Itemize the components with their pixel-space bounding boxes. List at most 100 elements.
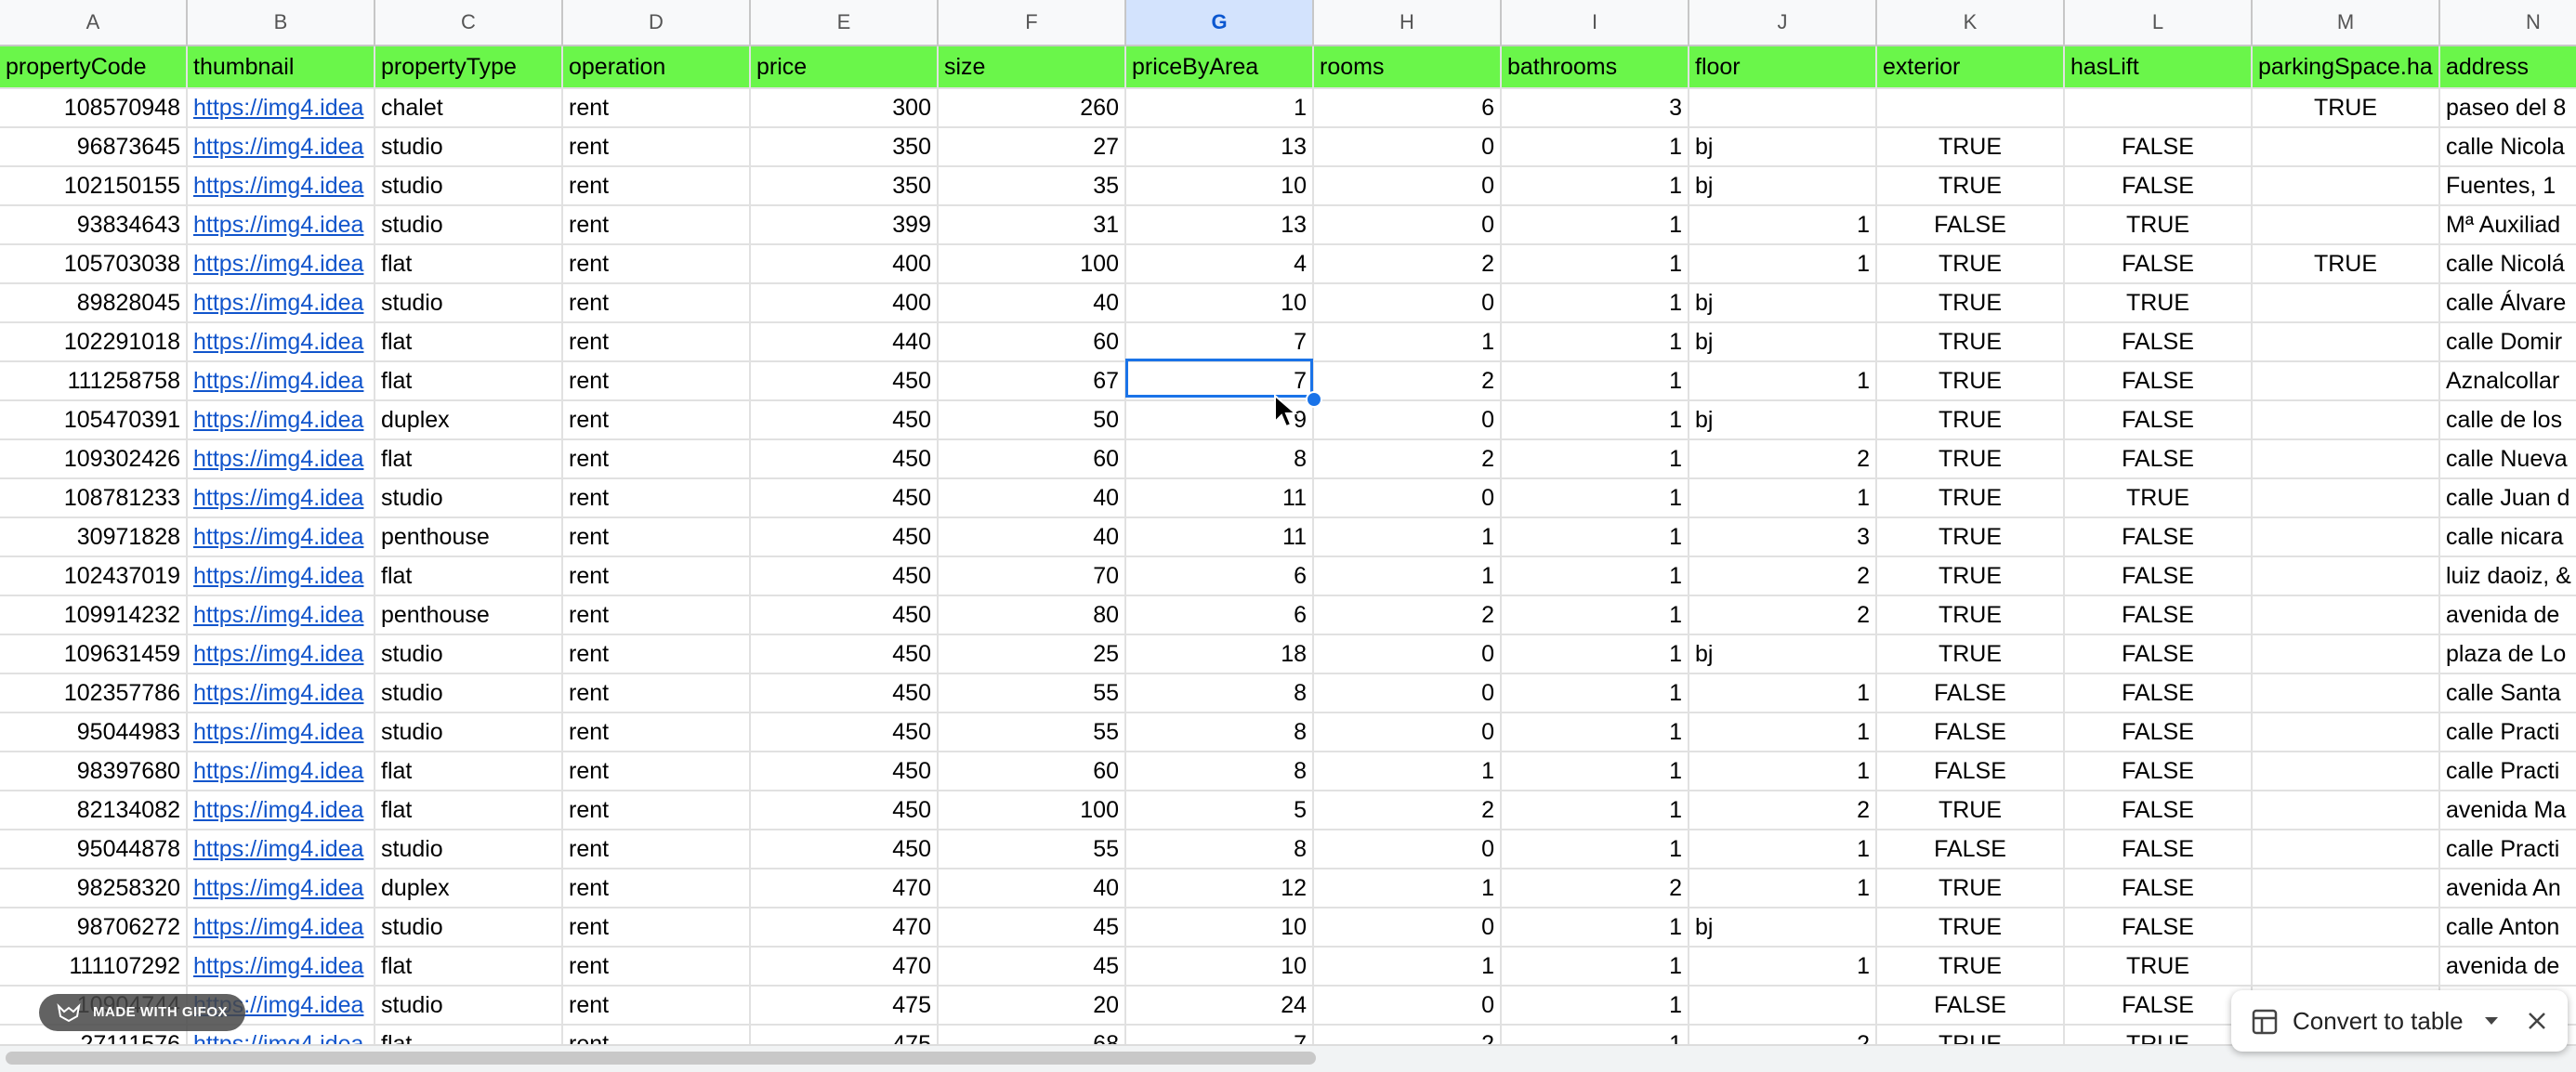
cell[interactable]: 40	[939, 284, 1126, 323]
cell[interactable]: 109914232	[0, 596, 188, 635]
cell[interactable]: 0	[1314, 167, 1502, 206]
cell[interactable]: rent	[563, 323, 751, 362]
cell[interactable]: 6	[1126, 596, 1314, 635]
cell[interactable]: 4	[1126, 245, 1314, 284]
cell[interactable]: 100	[939, 791, 1126, 830]
cell[interactable]: FALSE	[1877, 752, 2065, 791]
cell[interactable]: 45	[939, 909, 1126, 948]
cell[interactable]: 13	[1126, 206, 1314, 245]
cell[interactable]: 40	[939, 518, 1126, 557]
fill-handle[interactable]	[1306, 391, 1322, 408]
cell[interactable]: 68	[939, 1026, 1126, 1044]
cell[interactable]: 1	[1502, 401, 1689, 440]
cell[interactable]: TRUE	[1877, 284, 2065, 323]
cell[interactable]: 0	[1314, 674, 1502, 713]
cell[interactable]	[2253, 362, 2440, 401]
cell[interactable]: 1	[1314, 948, 1502, 987]
cell[interactable]: 27111576	[0, 1026, 188, 1044]
cell[interactable]: 1	[1502, 752, 1689, 791]
link-cell[interactable]: https://img4.idea	[188, 518, 375, 557]
cell[interactable]: chalet	[375, 89, 563, 128]
cell[interactable]: rent	[563, 128, 751, 167]
cell[interactable]: bj	[1689, 401, 1877, 440]
link-cell[interactable]: https://img4.idea	[188, 245, 375, 284]
cell[interactable]: 399	[751, 206, 939, 245]
cell[interactable]: TRUE	[1877, 791, 2065, 830]
cell[interactable]: studio	[375, 674, 563, 713]
cell[interactable]: 55	[939, 674, 1126, 713]
cell[interactable]: 0	[1314, 401, 1502, 440]
cell[interactable]: TRUE	[1877, 323, 2065, 362]
cell[interactable]: rent	[563, 167, 751, 206]
cell[interactable]: flat	[375, 557, 563, 596]
column-letter[interactable]: C	[375, 0, 563, 46]
cell[interactable]: FALSE	[2065, 362, 2253, 401]
cell[interactable]: 55	[939, 830, 1126, 869]
cell[interactable]: 1	[1502, 948, 1689, 987]
cell[interactable]: FALSE	[2065, 401, 2253, 440]
cell[interactable]	[2253, 440, 2440, 479]
cell[interactable]: 450	[751, 401, 939, 440]
link-cell[interactable]: https://img4.idea	[188, 284, 375, 323]
cell[interactable]: bj	[1689, 635, 1877, 674]
cell[interactable]: TRUE	[1877, 518, 2065, 557]
cell[interactable]: 450	[751, 752, 939, 791]
cell[interactable]: avenida Ma	[2440, 791, 2576, 830]
cell[interactable]: 1	[1689, 869, 1877, 909]
cell[interactable]: 108781233	[0, 479, 188, 518]
cell[interactable]: 2	[1689, 791, 1877, 830]
link-cell[interactable]: https://img4.idea	[188, 557, 375, 596]
cell[interactable]: 7	[1126, 323, 1314, 362]
cell[interactable]: TRUE	[2065, 206, 2253, 245]
cell[interactable]: 1	[1689, 830, 1877, 869]
cell[interactable]: 1	[1502, 362, 1689, 401]
cell[interactable]: 30971828	[0, 518, 188, 557]
link-cell[interactable]: https://img4.idea	[188, 167, 375, 206]
header-cell[interactable]: priceByArea	[1126, 46, 1314, 89]
cell[interactable]: rent	[563, 245, 751, 284]
cell[interactable]: 1	[1502, 206, 1689, 245]
cell[interactable]	[2253, 206, 2440, 245]
cell[interactable]: 8	[1126, 752, 1314, 791]
cell[interactable]	[2253, 284, 2440, 323]
cell[interactable]: 10	[1126, 909, 1314, 948]
header-cell[interactable]: parkingSpace.ha	[2253, 46, 2440, 89]
link-cell[interactable]: https://img4.idea	[188, 128, 375, 167]
cell[interactable]: 1	[1502, 245, 1689, 284]
cell[interactable]: TRUE	[1877, 948, 2065, 987]
cell[interactable]: rent	[563, 1026, 751, 1044]
cell[interactable]: 3	[1689, 518, 1877, 557]
link-cell[interactable]: https://img4.idea	[188, 791, 375, 830]
header-cell[interactable]: size	[939, 46, 1126, 89]
column-letter[interactable]: M	[2253, 0, 2440, 46]
cell[interactable]	[2253, 128, 2440, 167]
cell[interactable]: 2	[1314, 791, 1502, 830]
link-cell[interactable]: https://img4.idea	[188, 440, 375, 479]
cell[interactable]: 102291018	[0, 323, 188, 362]
cell[interactable]: flat	[375, 948, 563, 987]
cell[interactable]: FALSE	[2065, 518, 2253, 557]
cell[interactable]: rent	[563, 948, 751, 987]
cell[interactable]: rent	[563, 557, 751, 596]
link-cell[interactable]: https://img4.idea	[188, 1026, 375, 1044]
cell[interactable]: 10	[1126, 948, 1314, 987]
cell[interactable]: 1	[1689, 752, 1877, 791]
cell[interactable]	[2253, 557, 2440, 596]
cell[interactable]: 102437019	[0, 557, 188, 596]
cell[interactable]: 111107292	[0, 948, 188, 987]
cell[interactable]: studio	[375, 830, 563, 869]
cell[interactable]: 11	[1126, 518, 1314, 557]
cell[interactable]: calle Domir	[2440, 323, 2576, 362]
link-cell[interactable]: https://img4.idea	[188, 89, 375, 128]
cell[interactable]: FALSE	[1877, 830, 2065, 869]
cell[interactable]: 470	[751, 948, 939, 987]
cell[interactable]: 1	[1314, 869, 1502, 909]
cell[interactable]: FALSE	[1877, 206, 2065, 245]
cell[interactable]: TRUE	[2065, 948, 2253, 987]
cell[interactable]: flat	[375, 791, 563, 830]
cell[interactable]: rent	[563, 713, 751, 752]
cell[interactable]: FALSE	[2065, 635, 2253, 674]
header-cell[interactable]: propertyType	[375, 46, 563, 89]
cell[interactable]: TRUE	[1877, 909, 2065, 948]
cell[interactable]: 400	[751, 284, 939, 323]
